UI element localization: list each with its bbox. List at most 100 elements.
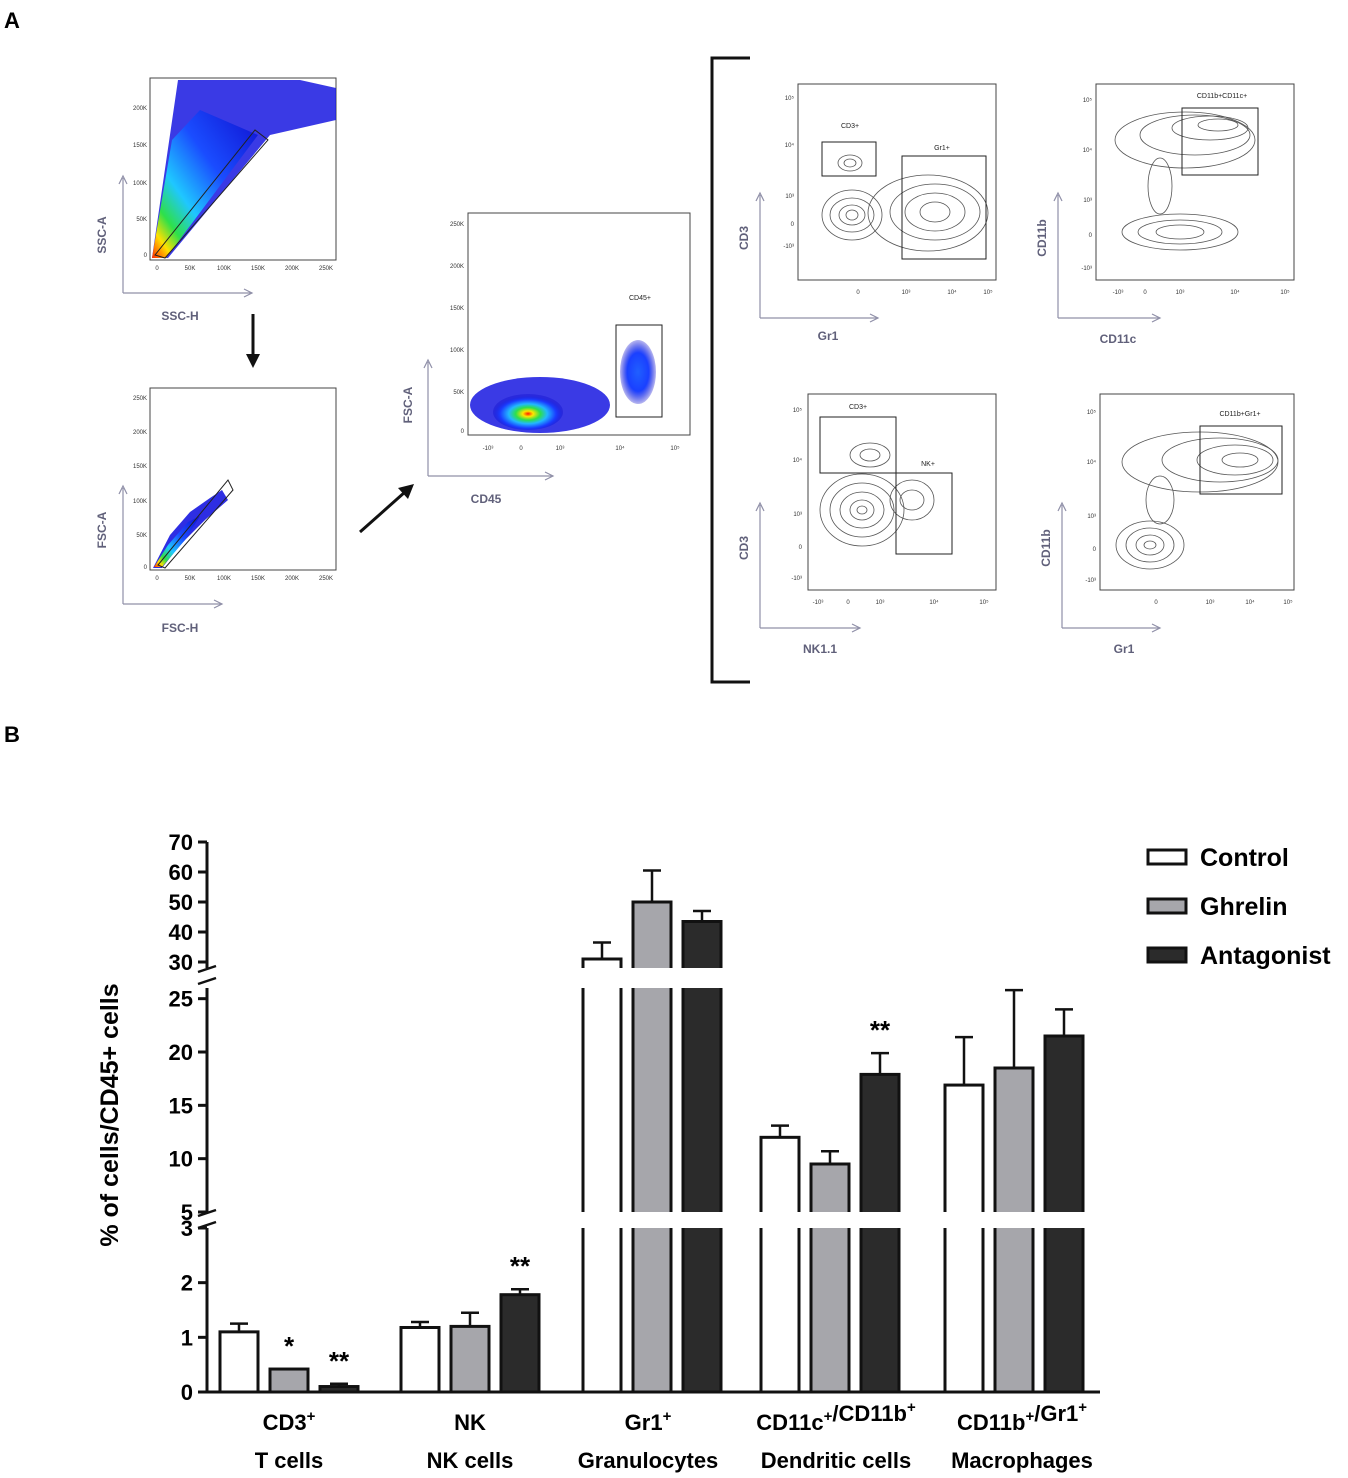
tick: -10³ bbox=[783, 244, 794, 250]
x-ticks: -10³ 0 10³ 10⁴ 10⁵ bbox=[813, 599, 989, 606]
x-ticks: -10³ 0 10³ 10⁴ 10⁵ bbox=[1113, 289, 1290, 296]
category-sublabel: NK cells bbox=[427, 1448, 514, 1473]
tick: 10³ bbox=[793, 512, 802, 518]
tick: 0 bbox=[1093, 547, 1097, 553]
category-label-sup: + bbox=[307, 1408, 316, 1425]
bar-antagonist bbox=[859, 1072, 901, 1394]
legend-swatch bbox=[1146, 897, 1188, 915]
axis-break-mark bbox=[197, 1208, 217, 1218]
category-label: CD11c+/CD11b+ bbox=[756, 1399, 916, 1435]
tick: -10³ bbox=[813, 600, 824, 606]
category-label: CD11b+/Gr1+ bbox=[957, 1399, 1087, 1435]
flow-plot-cd3-nk: CD3+ NK+ NK1.1 CD3 -10³ 0 10³ 10⁴ 10⁵ -1… bbox=[737, 393, 997, 656]
flow-plot-ssc: SSC-H SSC-A 0 50K 100K 150K 200K 250K 0 … bbox=[95, 77, 337, 323]
tick: 250K bbox=[319, 266, 333, 272]
tick: 0 bbox=[856, 290, 860, 296]
y-ticks: -10³ 0 10³ 10⁴ 10⁵ bbox=[791, 407, 802, 582]
panel-a-label: A bbox=[4, 8, 20, 33]
category-label-part: Gr1 bbox=[625, 1410, 663, 1435]
tick: 10⁵ bbox=[1087, 409, 1097, 416]
gate-label: CD45+ bbox=[629, 295, 651, 302]
tick: 0 bbox=[144, 565, 148, 571]
y-tick-label: 50 bbox=[169, 890, 193, 915]
y-axis-label: CD11b bbox=[1035, 219, 1049, 256]
tick: 200K bbox=[285, 576, 299, 582]
y-tick-label: 10 bbox=[169, 1147, 193, 1172]
y-tick-label: 30 bbox=[169, 950, 193, 975]
category-label-sup: + bbox=[1078, 1399, 1087, 1416]
tick: 250K bbox=[319, 576, 333, 582]
tick: 200K bbox=[133, 106, 147, 112]
y-tick-label: 2 bbox=[181, 1271, 193, 1296]
tick: 10⁴ bbox=[785, 142, 795, 149]
x-ticks: 0 50K 100K 150K 200K 250K bbox=[155, 266, 333, 272]
tick: 10⁴ bbox=[1083, 147, 1093, 154]
tick: 10⁵ bbox=[1280, 289, 1290, 296]
tick: 10⁴ bbox=[947, 289, 957, 296]
bar-control bbox=[399, 1325, 441, 1394]
y-tick-label: 20 bbox=[169, 1040, 193, 1065]
bar-ghrelin bbox=[809, 1162, 851, 1394]
tick: 10⁵ bbox=[983, 289, 993, 296]
tick: 10³ bbox=[876, 600, 885, 606]
tick: 100K bbox=[217, 266, 231, 272]
y-axis-label: FSC-A bbox=[401, 386, 415, 423]
tick: 150K bbox=[251, 266, 265, 272]
bar-break-gap bbox=[1042, 1212, 1086, 1228]
tick: 0 bbox=[155, 576, 159, 582]
tick: 0 bbox=[791, 222, 795, 228]
tick: 10⁵ bbox=[793, 407, 803, 414]
tick: 0 bbox=[1089, 233, 1093, 239]
tick: 10³ bbox=[1083, 198, 1092, 204]
tick: 100K bbox=[133, 499, 147, 505]
tick: 250K bbox=[133, 396, 147, 402]
gate-label: CD3+ bbox=[841, 123, 859, 130]
category-sublabel: Macrophages bbox=[951, 1448, 1093, 1473]
tick: 150K bbox=[133, 464, 147, 470]
bar-break-gap bbox=[808, 1212, 852, 1228]
bar-break-gap bbox=[942, 1212, 986, 1228]
tick: 0 bbox=[799, 545, 803, 551]
significance-marker: ** bbox=[329, 1346, 350, 1376]
category-label: Gr1+ bbox=[625, 1408, 672, 1435]
y-ticks: -10³ 0 10³ 10⁴ 10⁵ bbox=[1085, 409, 1096, 584]
tick: 100K bbox=[217, 576, 231, 582]
significance-marker: ** bbox=[870, 1015, 891, 1045]
tick: 100K bbox=[133, 181, 147, 187]
y-tick-label: 1 bbox=[181, 1325, 193, 1350]
category-label-sup: + bbox=[1025, 1408, 1034, 1425]
legend-swatch bbox=[1146, 946, 1188, 964]
tick: 10³ bbox=[902, 290, 911, 296]
x-ticks: 0 10³ 10⁴ 10⁵ bbox=[856, 289, 993, 296]
tick: -10³ bbox=[791, 576, 802, 582]
tick: 10⁴ bbox=[1230, 289, 1240, 296]
tick: 10⁵ bbox=[1283, 599, 1293, 606]
tick: 50K bbox=[453, 390, 464, 396]
bar-control bbox=[943, 1083, 985, 1394]
tick: -10³ bbox=[483, 446, 494, 452]
y-tick-label: 40 bbox=[169, 920, 193, 945]
tick: 10⁴ bbox=[1087, 459, 1097, 466]
y-axis-label: SSC-A bbox=[95, 216, 109, 254]
arrow-diagonal bbox=[359, 484, 414, 534]
legend-label: Control bbox=[1200, 844, 1289, 872]
x-axis-label: Gr1 bbox=[1114, 642, 1135, 656]
tick: 200K bbox=[285, 266, 299, 272]
bar-ghrelin bbox=[449, 1324, 491, 1394]
bar-break-gap bbox=[858, 1212, 902, 1228]
x-ticks: 0 10³ 10⁴ 10⁵ bbox=[1154, 599, 1293, 606]
tick: 150K bbox=[133, 143, 147, 149]
y-ticks: -10³ 0 10³ 10⁴ 10⁵ bbox=[783, 95, 794, 250]
category-sublabel: Granulocytes bbox=[578, 1448, 719, 1473]
significance-marker: ** bbox=[510, 1251, 531, 1281]
density-core bbox=[152, 110, 258, 258]
bracket bbox=[710, 56, 750, 684]
legend-swatch bbox=[1146, 848, 1188, 866]
bar-break-gap bbox=[992, 1212, 1036, 1228]
flow-plot-cd45: CD45+ CD45 FSC-A -10³ 0 10³ 10⁴ 10⁵ 0 50… bbox=[401, 212, 691, 506]
tick: 0 bbox=[519, 446, 523, 452]
category-label-sup: + bbox=[663, 1408, 672, 1425]
bar-break-gap bbox=[758, 1212, 802, 1228]
x-axis-label: CD45 bbox=[471, 492, 502, 506]
x-axis-label: SSC-H bbox=[161, 309, 198, 323]
